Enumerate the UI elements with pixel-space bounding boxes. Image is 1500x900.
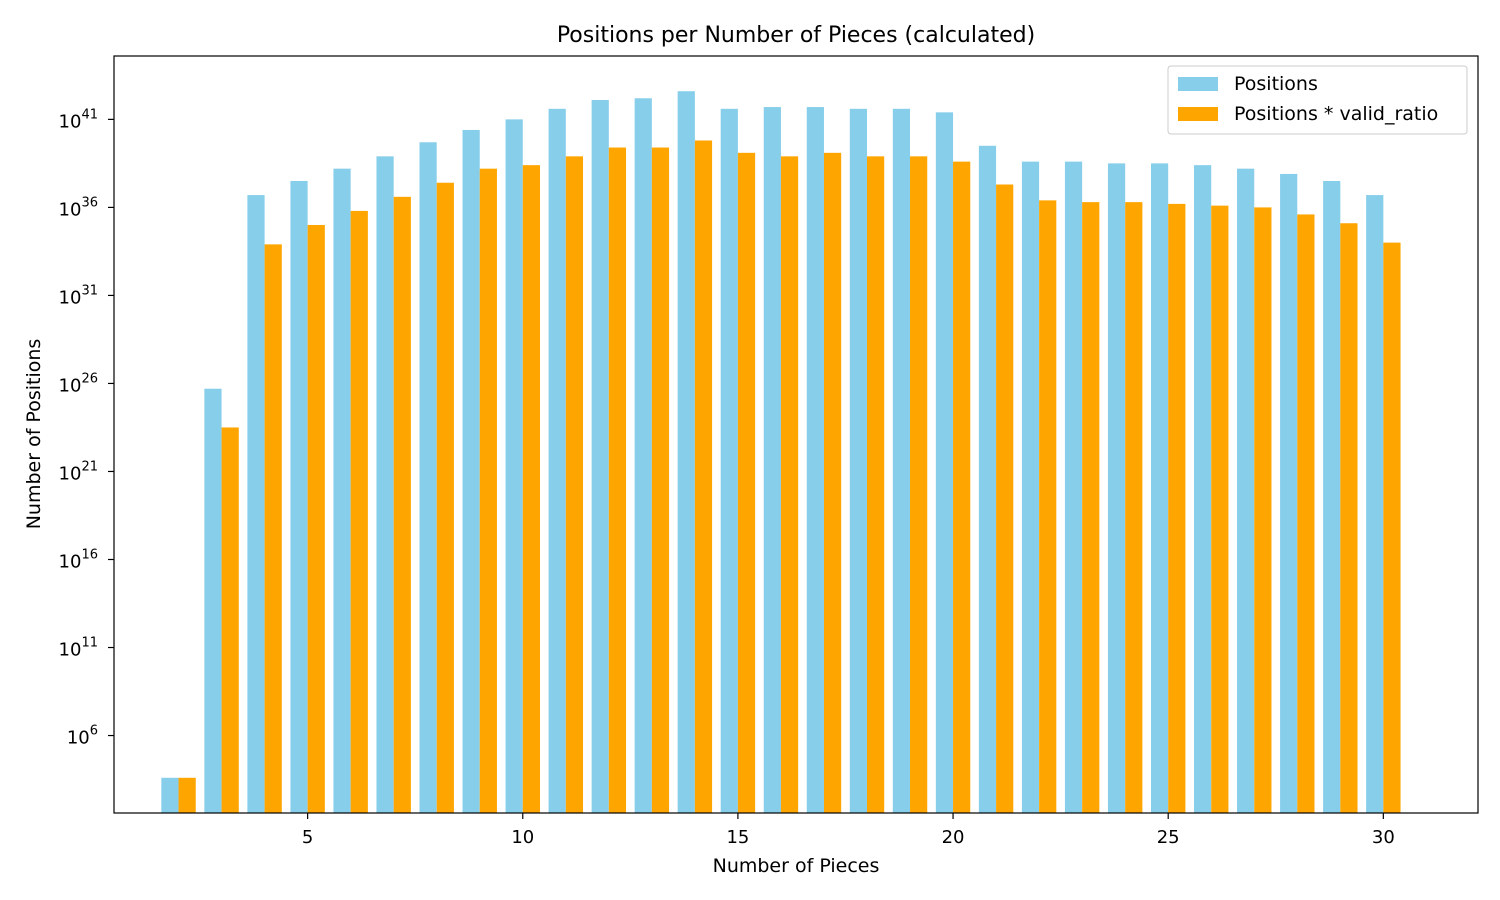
x-axis-ticks: 5 10 15 20 25 30 (302, 813, 1395, 848)
bar-positions-23 (1064, 161, 1083, 813)
x-tick-label: 30 (1372, 827, 1395, 848)
y-tick-label: 106 (67, 724, 98, 749)
bar-valid-ratio-16 (780, 156, 799, 814)
plot-frame (113, 55, 1479, 814)
bar-valid-ratio-18 (867, 156, 885, 814)
y-tick-label: 1011 (59, 636, 98, 661)
y-axis-label: Number of Positions (23, 339, 45, 530)
x-axis-label: Number of Pieces (713, 855, 880, 877)
x-tick-label: 25 (1157, 827, 1180, 848)
bar-valid-ratio-27 (1254, 207, 1272, 813)
bar-positions-15 (720, 108, 738, 813)
bar-valid-ratio-17 (823, 152, 842, 813)
x-tick-label: 20 (942, 827, 965, 848)
bar-positions-2 (161, 777, 179, 813)
bar-valid-ratio-30 (1383, 242, 1401, 814)
bar-positions-10 (505, 119, 523, 813)
bar-valid-ratio-14 (694, 140, 713, 813)
y-tick-label: 1026 (59, 371, 98, 396)
bar-positions-16 (763, 107, 781, 814)
bar-valid-ratio-20 (953, 161, 971, 813)
bar-positions-7 (376, 156, 394, 814)
bar-valid-ratio-6 (350, 210, 368, 814)
bar-positions-12 (591, 100, 609, 813)
bar-valid-ratio-8 (436, 182, 454, 813)
bar-positions-6 (333, 168, 351, 814)
legend-box (1167, 65, 1468, 135)
bar-positions-22 (1021, 161, 1040, 813)
bar-positions-24 (1107, 163, 1126, 813)
bar-positions-25 (1150, 163, 1169, 813)
bar-positions-29 (1323, 180, 1341, 814)
chart-title: Positions per Number of Pieces (calculat… (557, 23, 1035, 48)
bar-positions-3 (204, 388, 222, 813)
bar-valid-ratio-11 (565, 156, 584, 814)
bar-positions-30 (1366, 195, 1384, 813)
bar-valid-ratio-29 (1340, 223, 1358, 814)
bar-positions-14 (677, 91, 695, 813)
legend-label-valid-ratio: Positions * valid_ratio (1234, 103, 1438, 125)
y-axis-ticks: 106 1011 1016 1021 1026 1031 1036 1041 (59, 107, 114, 749)
bar-valid-ratio-22 (1039, 200, 1057, 814)
y-tick-label: 1016 (59, 547, 98, 572)
bar-valid-ratio-19 (910, 156, 928, 814)
x-tick-label: 5 (302, 827, 313, 848)
bar-positions-28 (1280, 173, 1298, 813)
legend-swatch-positions (1178, 77, 1218, 91)
y-tick-label: 1036 (59, 195, 98, 220)
bar-positions-21 (978, 145, 997, 813)
bar-valid-ratio-12 (608, 147, 627, 814)
bar-positions-19 (892, 108, 911, 813)
legend-label-positions: Positions (1234, 73, 1318, 95)
bar-valid-ratio-7 (393, 196, 411, 814)
bar-valid-ratio-9 (479, 168, 497, 814)
y-tick-label: 1031 (59, 283, 98, 308)
bar-valid-ratio-10 (522, 165, 540, 813)
bar-positions-27 (1237, 168, 1255, 814)
bars-group (161, 91, 1401, 814)
bar-valid-ratio-4 (264, 244, 282, 813)
bar-positions-13 (634, 98, 652, 813)
bar-positions-20 (935, 112, 954, 813)
bar-valid-ratio-21 (996, 184, 1014, 813)
bar-positions-4 (247, 195, 265, 813)
bar-valid-ratio-28 (1297, 214, 1315, 813)
bar-positions-9 (462, 129, 480, 813)
bar-valid-ratio-13 (651, 147, 670, 814)
bar-valid-ratio-15 (737, 152, 756, 813)
bar-positions-5 (290, 180, 308, 814)
bar-valid-ratio-5 (307, 225, 325, 813)
x-tick-label: 15 (726, 827, 749, 848)
bar-valid-ratio-26 (1211, 205, 1229, 813)
bar-positions-17 (806, 107, 824, 814)
x-tick-label: 10 (511, 827, 534, 848)
bar-positions-18 (849, 108, 867, 813)
bar-valid-ratio-25 (1168, 203, 1186, 813)
bar-positions-26 (1194, 165, 1212, 813)
bar-valid-ratio-3 (221, 427, 239, 813)
bar-positions-8 (419, 142, 437, 813)
y-tick-label: 1041 (59, 107, 98, 132)
y-tick-label: 1021 (59, 459, 98, 484)
legend-swatch-valid-ratio (1178, 107, 1218, 121)
bar-valid-ratio-24 (1125, 202, 1143, 813)
legend: Positions Positions * valid_ratio (1167, 65, 1468, 135)
bar-positions-11 (548, 108, 566, 813)
bar-valid-ratio-2 (178, 777, 196, 813)
bar-valid-ratio-23 (1082, 202, 1100, 813)
